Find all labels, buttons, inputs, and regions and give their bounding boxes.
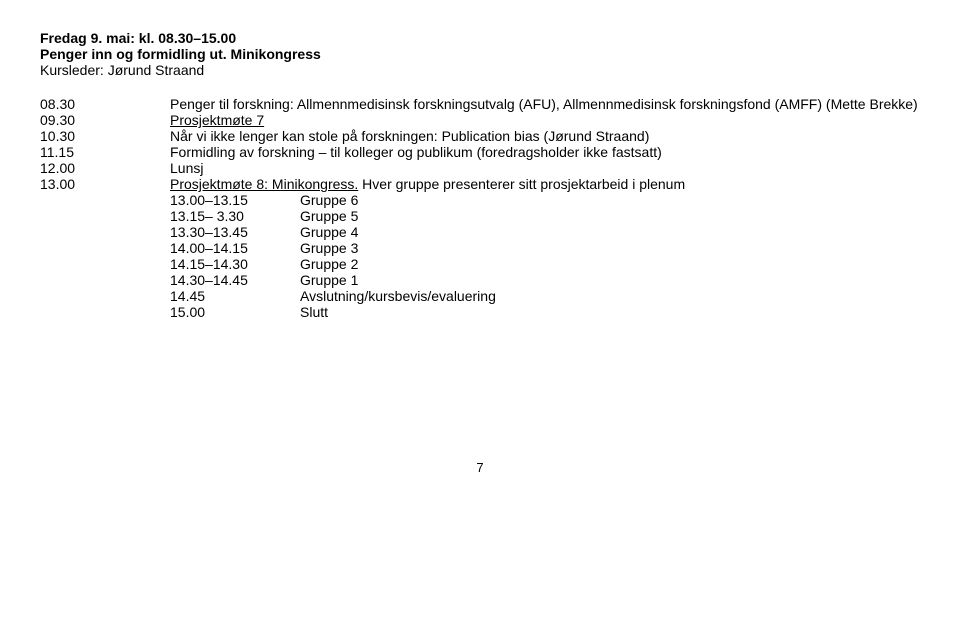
sub-time: 14.15–14.30 (170, 256, 300, 272)
schedule-desc: Prosjektmøte 8: Minikongress. Hver grupp… (170, 176, 920, 192)
sub-schedule: 13.00–13.15 Gruppe 6 13.15– 3.30 Gruppe … (170, 192, 920, 320)
schedule-time: 08.30 (40, 96, 170, 112)
header-leader: Kursleder: Jørund Straand (40, 62, 920, 78)
sub-label: Gruppe 3 (300, 240, 920, 256)
sub-time: 13.15– 3.30 (170, 208, 300, 224)
schedule-time: 12.00 (40, 160, 170, 176)
schedule-time: 11.15 (40, 144, 170, 160)
sub-row: 14.00–14.15 Gruppe 3 (170, 240, 920, 256)
schedule-time: 10.30 (40, 128, 170, 144)
header-day-time: Fredag 9. mai: kl. 08.30–15.00 (40, 30, 920, 46)
schedule-desc: Når vi ikke lenger kan stole på forsknin… (170, 128, 920, 144)
sub-row: 15.00 Slutt (170, 304, 920, 320)
sub-row: 14.45 Avslutning/kursbevis/evaluering (170, 288, 920, 304)
schedule-desc: Penger til forskning: Allmennmedisinsk f… (170, 96, 920, 112)
sub-time: 14.30–14.45 (170, 272, 300, 288)
sub-time: 13.00–13.15 (170, 192, 300, 208)
sub-time: 13.30–13.45 (170, 224, 300, 240)
sub-time: 14.00–14.15 (170, 240, 300, 256)
schedule-time: 13.00 (40, 176, 170, 192)
schedule-desc-suffix: Hver gruppe presenterer sitt prosjektarb… (358, 176, 685, 192)
sub-time: 14.45 (170, 288, 300, 304)
sub-label: Gruppe 1 (300, 272, 920, 288)
schedule-row: 12.00 Lunsj (40, 160, 920, 176)
schedule-desc-underline: Prosjektmøte 8: Minikongress. (170, 176, 358, 192)
sub-label: Avslutning/kursbevis/evaluering (300, 288, 920, 304)
schedule-row: 11.15 Formidling av forskning – til koll… (40, 144, 920, 160)
schedule-desc: Prosjektmøte 7 (170, 112, 920, 128)
schedule-row: 09.30 Prosjektmøte 7 (40, 112, 920, 128)
sub-label: Gruppe 4 (300, 224, 920, 240)
sub-label: Gruppe 5 (300, 208, 920, 224)
schedule-row: 08.30 Penger til forskning: Allmennmedis… (40, 96, 920, 112)
schedule-block: 08.30 Penger til forskning: Allmennmedis… (40, 96, 920, 320)
sub-row: 13.30–13.45 Gruppe 4 (170, 224, 920, 240)
header-title: Penger inn og formidling ut. Minikongres… (40, 46, 920, 62)
sub-schedule-wrapper: 13.00–13.15 Gruppe 6 13.15– 3.30 Gruppe … (40, 192, 920, 320)
sub-row: 14.15–14.30 Gruppe 2 (170, 256, 920, 272)
sub-time: 15.00 (170, 304, 300, 320)
schedule-desc: Lunsj (170, 160, 920, 176)
schedule-row: 13.00 Prosjektmøte 8: Minikongress. Hver… (40, 176, 920, 192)
sub-row: 14.30–14.45 Gruppe 1 (170, 272, 920, 288)
schedule-row: 10.30 Når vi ikke lenger kan stole på fo… (40, 128, 920, 144)
sub-label: Slutt (300, 304, 920, 320)
schedule-desc: Formidling av forskning – til kolleger o… (170, 144, 920, 160)
sub-row: 13.15– 3.30 Gruppe 5 (170, 208, 920, 224)
page-number: 7 (40, 460, 920, 475)
sub-label: Gruppe 2 (300, 256, 920, 272)
sub-label: Gruppe 6 (300, 192, 920, 208)
schedule-time: 09.30 (40, 112, 170, 128)
sub-row: 13.00–13.15 Gruppe 6 (170, 192, 920, 208)
